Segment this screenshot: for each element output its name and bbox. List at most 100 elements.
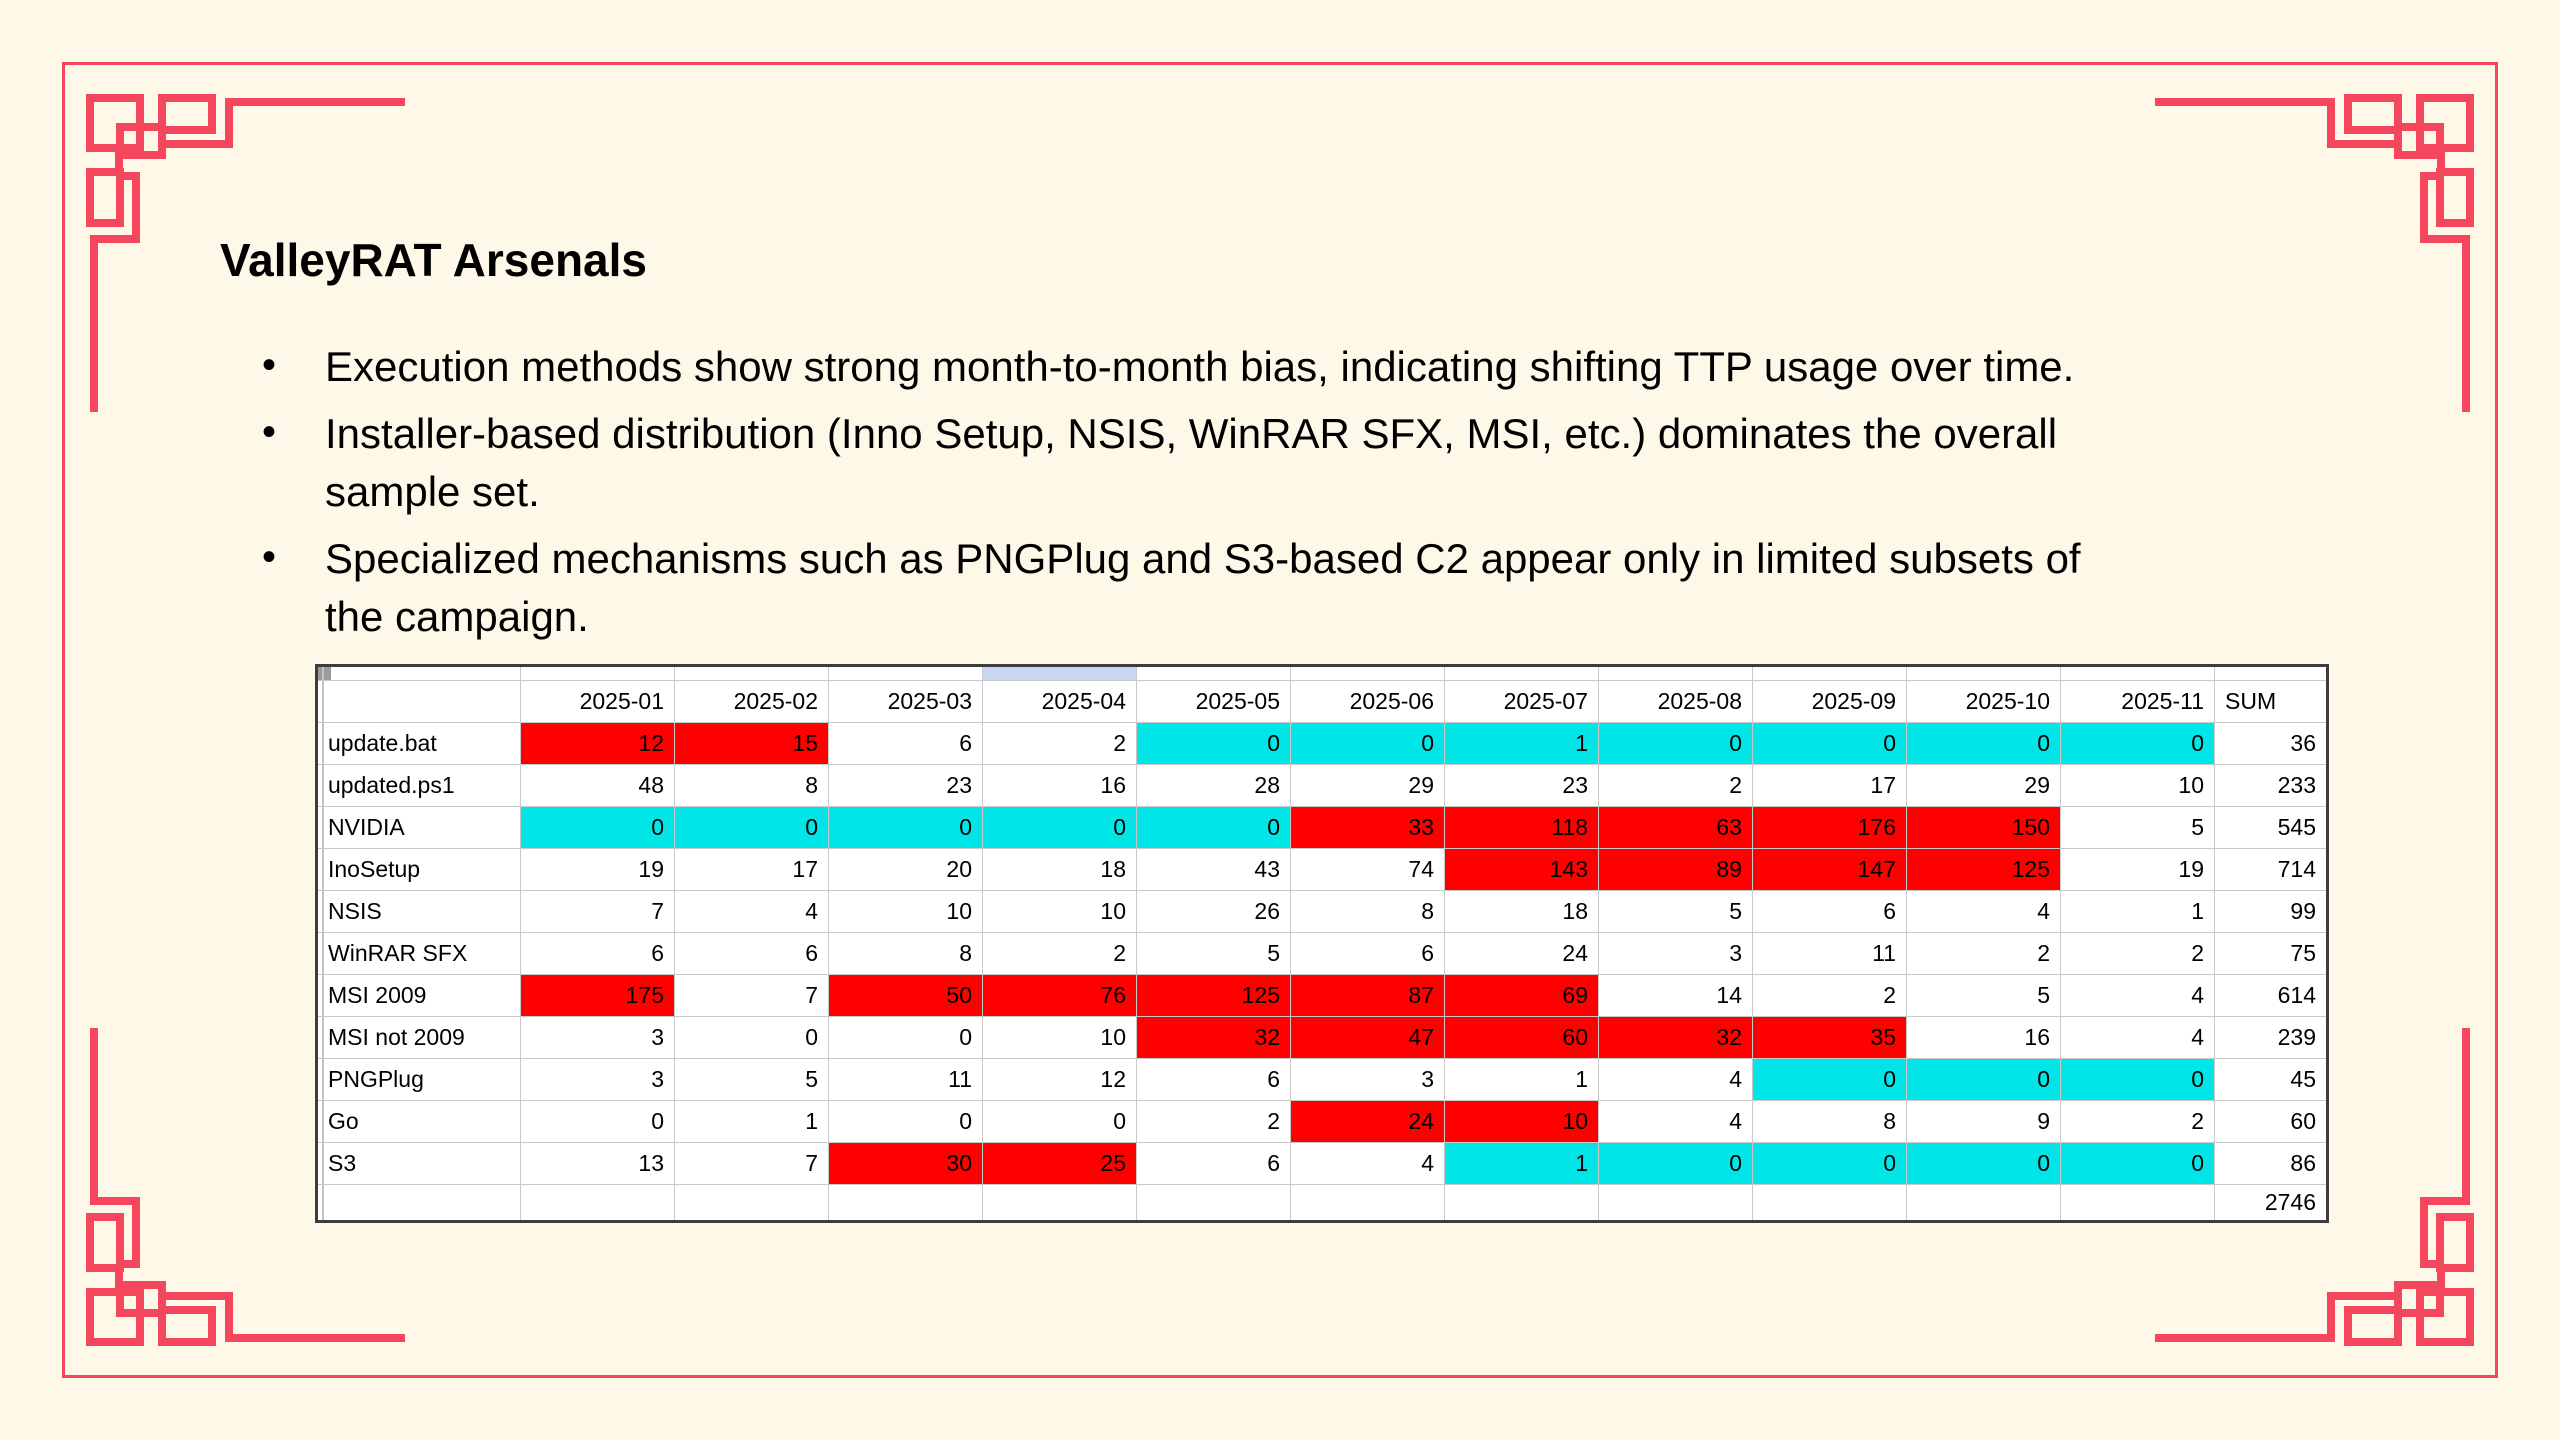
strip-cell [1290, 665, 1445, 681]
total-empty-cell [1598, 1184, 1753, 1222]
data-cell: 10 [982, 1016, 1137, 1059]
month-header: 2025-01 [520, 680, 675, 723]
bullet-text: Execution methods show strong month-to-m… [325, 343, 2075, 390]
month-header: 2025-02 [674, 680, 829, 723]
data-cell: 0 [1906, 722, 2061, 765]
data-cell: 6 [520, 932, 675, 975]
table-row: update.bat 12 15 6 2 0 0 1 0 0 0 0 36 [316, 722, 2328, 765]
data-cell: 10 [982, 890, 1137, 933]
data-cell: 2 [1598, 764, 1753, 807]
row-label: MSI not 2009 [316, 1016, 521, 1059]
bullet-item: Installer-based distribution (Inno Setup… [258, 403, 2368, 521]
strip-cell [828, 665, 983, 681]
sum-header: SUM [2214, 680, 2328, 723]
data-cell: 6 [1136, 1142, 1291, 1185]
data-cell: 0 [1906, 1058, 2061, 1101]
data-cell: 7 [674, 974, 829, 1017]
row-label: NVIDIA [316, 806, 521, 849]
data-cell: 3 [520, 1058, 675, 1101]
data-cell: 5 [2060, 806, 2215, 849]
data-cell: 4 [1598, 1058, 1753, 1101]
data-cell: 0 [982, 1100, 1137, 1143]
header-row: 2025-01 2025-02 2025-03 2025-04 2025-05 2025-… [316, 680, 2328, 723]
month-header: 2025-11 [2060, 680, 2215, 723]
data-cell: 23 [828, 764, 983, 807]
data-cell: 5 [1136, 932, 1291, 975]
strip-cell [1752, 665, 1907, 681]
total-empty-cell [1752, 1184, 1907, 1222]
data-cell: 0 [2060, 722, 2215, 765]
data-cell: 32 [1136, 1016, 1291, 1059]
data-cell: 20 [828, 848, 983, 891]
grand-total-cell: 2746 [2214, 1184, 2328, 1222]
table-row: NVIDIA 0 0 0 0 0 33 118 63 176 150 5 545 [316, 806, 2328, 849]
data-cell: 1 [1444, 1058, 1599, 1101]
data-cell: 13 [520, 1142, 675, 1185]
sum-cell: 45 [2214, 1058, 2328, 1101]
month-header: 2025-05 [1136, 680, 1291, 723]
data-cell: 3 [1290, 1058, 1445, 1101]
data-cell: 5 [1906, 974, 2061, 1017]
data-cell: 9 [1906, 1100, 2061, 1143]
bullet-text: Installer-based distribution (Inno Setup… [325, 410, 2058, 515]
sum-cell: 75 [2214, 932, 2328, 975]
data-cell: 26 [1136, 890, 1291, 933]
arsenal-table-container: 2025-01 2025-02 2025-03 2025-04 2025-05 2025-… [315, 664, 2329, 1223]
strip-cell [2060, 665, 2215, 681]
data-cell: 12 [520, 722, 675, 765]
table-row: updated.ps1 48 8 23 16 28 29 23 2 17 29 10 233 [316, 764, 2328, 807]
data-cell: 15 [674, 722, 829, 765]
sum-cell: 545 [2214, 806, 2328, 849]
total-empty-cell [1136, 1184, 1291, 1222]
data-cell: 12 [982, 1058, 1137, 1101]
month-header: 2025-03 [828, 680, 983, 723]
data-cell: 89 [1598, 848, 1753, 891]
data-cell: 8 [1752, 1100, 1907, 1143]
data-cell: 2 [1136, 1100, 1291, 1143]
data-cell: 176 [1752, 806, 1907, 849]
month-header: 2025-08 [1598, 680, 1753, 723]
table-row: Go 0 1 0 0 2 24 10 4 8 9 2 60 [316, 1100, 2328, 1143]
data-cell: 0 [828, 1100, 983, 1143]
data-cell: 175 [520, 974, 675, 1017]
data-cell: 0 [982, 806, 1137, 849]
strip-cell [1598, 665, 1753, 681]
data-cell: 16 [982, 764, 1137, 807]
data-cell: 6 [1136, 1058, 1291, 1101]
sum-cell: 60 [2214, 1100, 2328, 1143]
data-cell: 35 [1752, 1016, 1907, 1059]
data-cell: 3 [1598, 932, 1753, 975]
data-cell: 10 [2060, 764, 2215, 807]
total-empty-cell [2060, 1184, 2215, 1222]
data-cell: 0 [1136, 722, 1291, 765]
data-cell: 0 [520, 806, 675, 849]
month-header: 2025-10 [1906, 680, 2061, 723]
total-empty-cell [520, 1184, 675, 1222]
data-cell: 11 [1752, 932, 1907, 975]
data-cell: 16 [1906, 1016, 2061, 1059]
data-cell: 28 [1136, 764, 1291, 807]
total-empty-cell [828, 1184, 983, 1222]
data-cell: 17 [674, 848, 829, 891]
table-row: PNGPlug 3 5 11 12 6 3 1 4 0 0 0 45 [316, 1058, 2328, 1101]
data-cell: 0 [1752, 1142, 1907, 1185]
data-cell: 1 [1444, 722, 1599, 765]
bullet-list: Execution methods show strong month-to-m… [258, 336, 2368, 655]
data-cell: 8 [1290, 890, 1445, 933]
data-cell: 4 [2060, 1016, 2215, 1059]
data-cell: 0 [674, 806, 829, 849]
data-cell: 60 [1444, 1016, 1599, 1059]
data-cell: 2 [2060, 932, 2215, 975]
data-cell: 0 [1752, 722, 1907, 765]
data-cell: 1 [2060, 890, 2215, 933]
data-cell: 18 [1444, 890, 1599, 933]
spreadsheet-left-guide [322, 667, 324, 1220]
data-cell: 4 [1598, 1100, 1753, 1143]
month-header: 2025-07 [1444, 680, 1599, 723]
total-empty-cell [982, 1184, 1137, 1222]
data-cell: 43 [1136, 848, 1291, 891]
data-cell: 0 [1598, 722, 1753, 765]
data-cell: 10 [1444, 1100, 1599, 1143]
data-cell: 6 [1752, 890, 1907, 933]
data-cell: 0 [2060, 1058, 2215, 1101]
